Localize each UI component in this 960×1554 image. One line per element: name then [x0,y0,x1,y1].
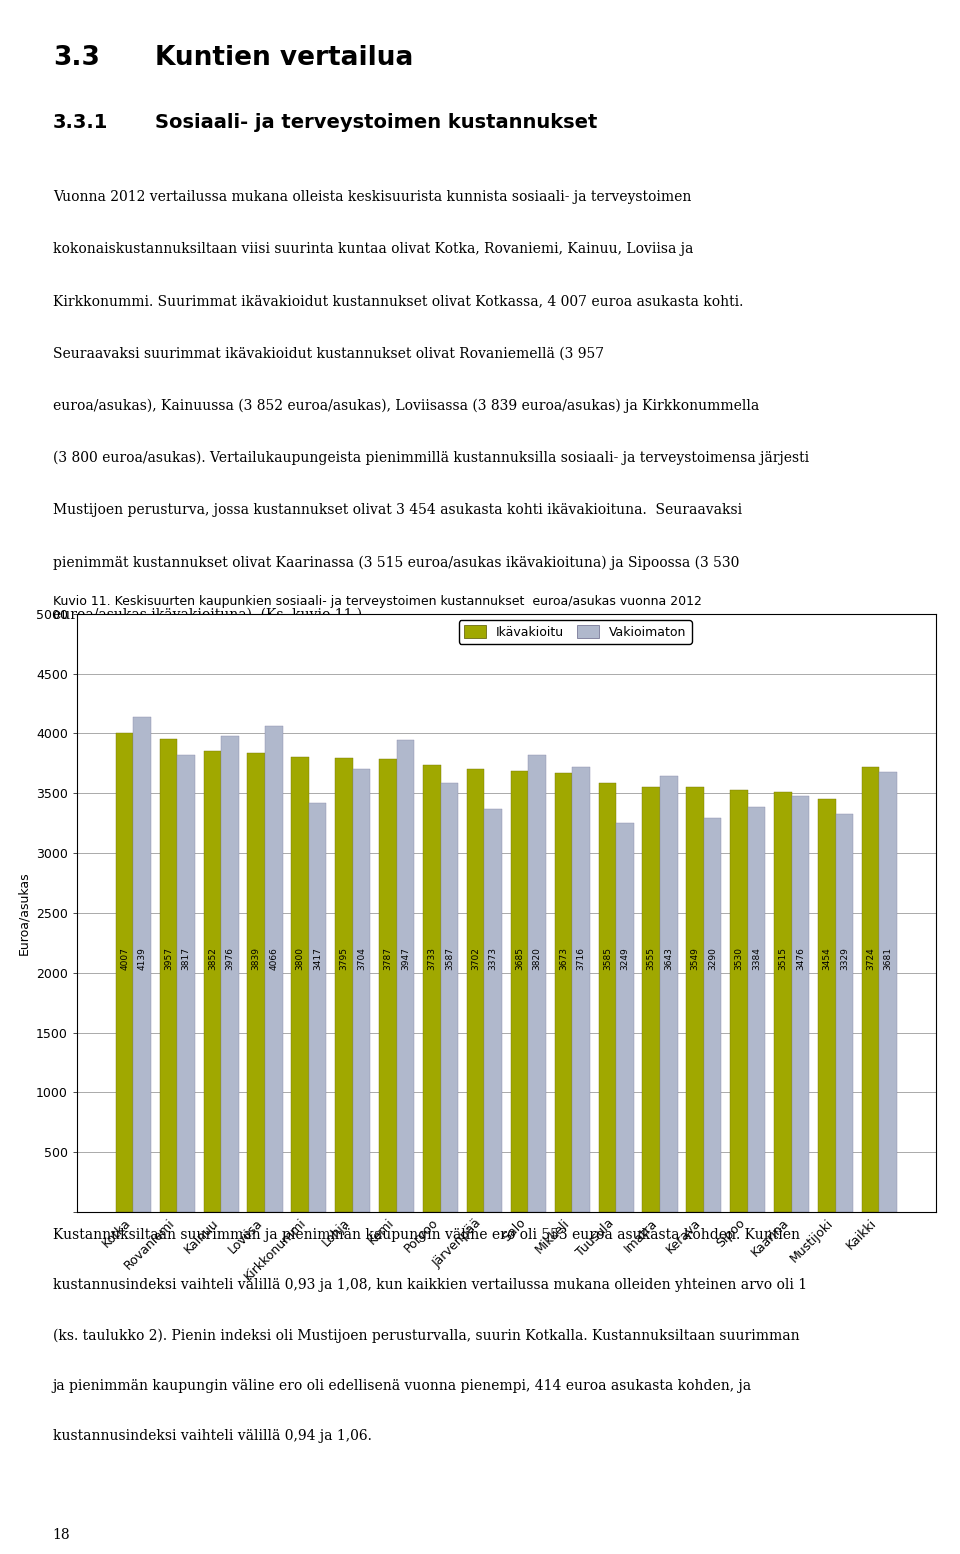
Bar [485,808,502,1212]
Text: 4007: 4007 [120,948,130,970]
Bar [598,783,616,1212]
Text: 3795: 3795 [340,948,348,970]
Legend: Ikävakioitu, Vakioimaton: Ikävakioitu, Vakioimaton [459,620,691,643]
Text: 3643: 3643 [664,948,673,970]
Bar [660,775,678,1212]
Text: 3817: 3817 [181,948,191,970]
Text: 3555: 3555 [647,948,656,970]
Text: Seuraavaksi suurimmat ikävakioidut kustannukset olivat Rovaniemellä (3 957: Seuraavaksi suurimmat ikävakioidut kusta… [53,347,604,361]
Bar [528,755,546,1212]
Text: 3373: 3373 [489,948,497,970]
Text: 3724: 3724 [866,948,876,970]
Text: 3329: 3329 [840,948,849,970]
Bar [748,807,765,1212]
Bar [467,769,485,1212]
Text: pienimmät kustannukset olivat Kaarinassa (3 515 euroa/asukas ikävakioituna) ja S: pienimmät kustannukset olivat Kaarinassa… [53,555,739,570]
Bar [572,768,589,1212]
Text: 3.3: 3.3 [53,45,100,71]
Bar [555,772,572,1212]
Text: Kuvio 11. Keskisuurten kaupunkien sosiaali- ja terveystoimen kustannukset  euroa: Kuvio 11. Keskisuurten kaupunkien sosiaa… [53,595,702,608]
Text: euroa/asukas), Kainuussa (3 852 euroa/asukas), Loviisassa (3 839 euroa/asukas) j: euroa/asukas), Kainuussa (3 852 euroa/as… [53,399,759,413]
Text: 3800: 3800 [296,948,304,970]
Text: 3384: 3384 [752,948,761,970]
Text: Mustijoen perusturva, jossa kustannukset olivat 3 454 asukasta kohti ikävakioitu: Mustijoen perusturva, jossa kustannukset… [53,503,742,517]
Text: 3787: 3787 [383,948,393,970]
Text: 3733: 3733 [427,948,436,970]
Bar [396,740,415,1212]
Bar [774,791,792,1212]
Text: 3947: 3947 [401,948,410,970]
Bar [423,766,441,1212]
Bar [792,796,809,1212]
Bar [221,737,239,1212]
Bar [248,752,265,1212]
Text: Sosiaali- ja terveystoimen kustannukset: Sosiaali- ja terveystoimen kustannukset [156,113,598,132]
Bar [818,799,835,1212]
Text: Kustannuksiltaan suurimman ja pienimmän kaupungin väline ero oli 553 euroa asuka: Kustannuksiltaan suurimman ja pienimmän … [53,1228,800,1242]
Bar [379,758,396,1212]
Text: Kirkkonummi. Suurimmat ikävakioidut kustannukset olivat Kotkassa, 4 007 euroa as: Kirkkonummi. Suurimmat ikävakioidut kust… [53,294,743,308]
Text: 3476: 3476 [796,948,804,970]
Bar [159,738,178,1212]
Bar [204,751,221,1212]
Bar [353,769,371,1212]
Bar [704,819,721,1212]
Text: 3681: 3681 [883,948,893,970]
Y-axis label: Euroa/asukas: Euroa/asukas [17,872,30,954]
Bar [265,726,282,1212]
Bar [835,814,853,1212]
Text: 3957: 3957 [164,948,173,970]
Bar [441,783,458,1212]
Text: 3704: 3704 [357,948,366,970]
Text: euroa/asukas ikävakioituna). (Ks. kuvio 11.): euroa/asukas ikävakioituna). (Ks. kuvio … [53,608,362,622]
Text: 3976: 3976 [226,948,234,970]
Text: 3417: 3417 [313,948,323,970]
Text: Vuonna 2012 vertailussa mukana olleista keskisuurista kunnista sosiaali- ja terv: Vuonna 2012 vertailussa mukana olleista … [53,190,691,204]
Bar [616,824,634,1212]
Text: kustannusindeksi vaihteli välillä 0,93 ja 1,08, kun kaikkien vertailussa mukana : kustannusindeksi vaihteli välillä 0,93 j… [53,1277,807,1291]
Text: 3515: 3515 [779,948,787,970]
Text: 4066: 4066 [270,948,278,970]
Text: 3820: 3820 [533,948,541,970]
Text: Kuntien vertailua: Kuntien vertailua [156,45,414,71]
Text: 3.3.1: 3.3.1 [53,113,108,132]
Text: (3 800 euroa/asukas). Vertailukaupungeista pienimmillä kustannuksilla sosiaali- : (3 800 euroa/asukas). Vertailukaupungeis… [53,451,809,465]
Text: 3454: 3454 [822,948,831,970]
Bar [309,803,326,1212]
Bar [178,755,195,1212]
Text: 3702: 3702 [471,948,480,970]
Text: kustannusindeksi vaihteli välillä 0,94 ja 1,06.: kustannusindeksi vaihteli välillä 0,94 j… [53,1430,372,1444]
Text: 3673: 3673 [559,948,568,970]
Text: 3585: 3585 [603,948,612,970]
Bar [292,757,309,1212]
Text: 3852: 3852 [208,948,217,970]
Text: 3290: 3290 [708,948,717,970]
Text: 3530: 3530 [734,948,743,970]
Text: (ks. taulukko 2). Pienin indeksi oli Mustijoen perusturvalla, suurin Kotkalla. K: (ks. taulukko 2). Pienin indeksi oli Mus… [53,1329,800,1343]
Bar [133,716,151,1212]
Text: 18: 18 [53,1528,70,1542]
Bar [511,771,528,1212]
Bar [879,772,897,1212]
Text: 3839: 3839 [252,948,261,970]
Bar [116,732,133,1212]
Bar [642,786,660,1212]
Bar [686,788,704,1212]
Text: 3716: 3716 [577,948,586,970]
Text: 3249: 3249 [620,948,630,970]
Text: ja pienimmän kaupungin väline ero oli edellisenä vuonna pienempi, 414 euroa asuk: ja pienimmän kaupungin väline ero oli ed… [53,1378,752,1392]
Bar [862,766,879,1212]
Text: 4139: 4139 [137,948,147,970]
Bar [335,758,353,1212]
Text: 3549: 3549 [690,948,700,970]
Text: 3587: 3587 [444,948,454,970]
Bar [731,789,748,1212]
Text: kokonaiskustannuksiltaan viisi suurinta kuntaa olivat Kotka, Rovaniemi, Kainuu, : kokonaiskustannuksiltaan viisi suurinta … [53,242,693,256]
Text: 3685: 3685 [516,948,524,970]
